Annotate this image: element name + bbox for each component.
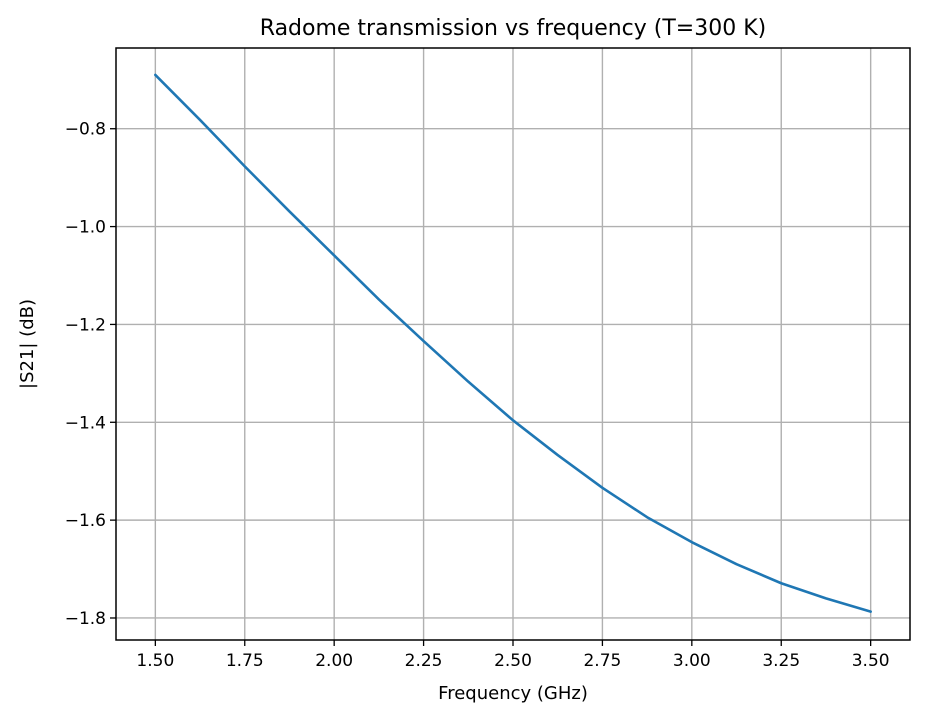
- y-tick-label: −1.2: [65, 315, 106, 335]
- y-tick-label: −1.0: [65, 218, 106, 238]
- x-tick-label: 3.25: [762, 651, 800, 671]
- y-tick-label: −1.4: [65, 413, 106, 433]
- series-line: [154, 73, 872, 613]
- x-tick-label: 2.50: [494, 651, 532, 671]
- x-tick-label: 2.75: [583, 651, 621, 671]
- x-axis-label: Frequency (GHz): [438, 683, 588, 704]
- x-tick-label: 1.75: [226, 651, 264, 671]
- chart-title: Radome transmission vs frequency (T=300 …: [260, 16, 766, 41]
- ticks: 1.50 1.75 2.00 2.25 2.50 2.75 3.00 3.25 3.50 −0.8…: [65, 120, 890, 671]
- y-tick-label: −1.8: [65, 609, 106, 629]
- series-layer: [154, 73, 872, 613]
- y-axis-label: |S21| (dB): [17, 299, 38, 389]
- x-tick-label: 3.50: [852, 651, 890, 671]
- x-tick-label: 1.50: [136, 651, 174, 671]
- y-tick-label: −1.6: [65, 511, 106, 531]
- y-tick-label: −0.8: [65, 120, 106, 140]
- grid: [116, 48, 910, 640]
- x-tick-label: 2.25: [405, 651, 443, 671]
- x-tick-label: 3.00: [673, 651, 711, 671]
- x-tick-label: 2.00: [315, 651, 353, 671]
